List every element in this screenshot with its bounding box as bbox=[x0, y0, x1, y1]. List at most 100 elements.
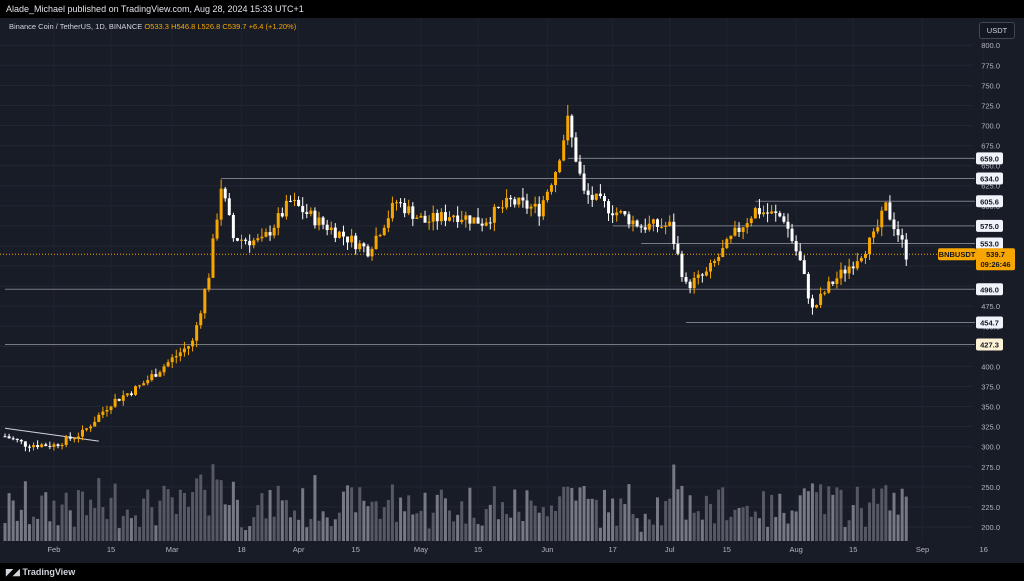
y-tick-label: 250.0 bbox=[981, 483, 1000, 492]
volume-bar bbox=[56, 525, 60, 541]
volume-bar bbox=[129, 518, 133, 541]
candle-body bbox=[835, 278, 839, 284]
level-badge bbox=[976, 338, 1003, 351]
level-badge bbox=[976, 195, 1003, 208]
volume-bar bbox=[419, 510, 423, 541]
volume-bar bbox=[27, 524, 31, 541]
candle-body bbox=[541, 200, 545, 217]
candle-body bbox=[501, 207, 505, 209]
candle-body bbox=[187, 346, 191, 349]
candle-body bbox=[802, 260, 806, 275]
candle-body bbox=[488, 222, 492, 224]
volume-bar bbox=[545, 516, 549, 541]
candle-body bbox=[154, 374, 158, 377]
y-tick-label: 275.0 bbox=[981, 463, 1000, 472]
volume-bar bbox=[607, 512, 611, 541]
volume-bar bbox=[150, 507, 154, 541]
candle-body bbox=[537, 203, 541, 217]
symbol-legend: Binance Coin / TetherUS, 1D, BINANCE O53… bbox=[9, 22, 296, 31]
candle-body bbox=[191, 340, 195, 347]
candle-body bbox=[729, 235, 733, 240]
y-tick-label: 325.0 bbox=[981, 423, 1000, 432]
volume-bar bbox=[386, 500, 390, 541]
volume-bar bbox=[725, 520, 729, 541]
volume-bar bbox=[872, 488, 876, 541]
volume-bar bbox=[643, 513, 647, 541]
volume-bar bbox=[256, 505, 260, 541]
volume-bar bbox=[305, 527, 309, 541]
volume-bar bbox=[346, 485, 350, 541]
volume-bar bbox=[435, 494, 439, 541]
volume-bar bbox=[142, 498, 146, 541]
candle-body bbox=[32, 445, 36, 448]
candle-body bbox=[256, 238, 260, 241]
volume-bar bbox=[297, 519, 301, 541]
volume-bar bbox=[892, 492, 896, 541]
volume-bar bbox=[839, 489, 843, 541]
candle-body bbox=[810, 298, 814, 308]
candle-body bbox=[631, 220, 635, 225]
volume-bar bbox=[815, 492, 819, 541]
candle-body bbox=[831, 281, 835, 284]
candle-body bbox=[892, 219, 896, 230]
price-chart[interactable]: 200.0 225.0 250.0 275.0 300.0 325.0 350.0 375.0… bbox=[0, 18, 1024, 563]
candle-body bbox=[85, 428, 89, 430]
level-badge bbox=[976, 283, 1003, 296]
volume-bar bbox=[505, 514, 509, 541]
volume-bar bbox=[806, 491, 810, 541]
candle-body bbox=[896, 229, 900, 236]
volume-bar bbox=[182, 493, 186, 541]
candle-body bbox=[815, 304, 819, 308]
volume-bar bbox=[341, 491, 345, 541]
volume-bar bbox=[770, 494, 774, 541]
candle-body bbox=[272, 227, 276, 236]
volume-bar bbox=[594, 499, 598, 541]
candle-body bbox=[737, 227, 741, 232]
volume-bar bbox=[823, 514, 827, 541]
candle-body bbox=[423, 215, 427, 223]
candle-body bbox=[492, 206, 496, 223]
candle-body bbox=[309, 210, 313, 214]
candle-body bbox=[733, 227, 737, 236]
volume-bar bbox=[570, 488, 574, 541]
volume-bar bbox=[207, 515, 211, 541]
low-value: L526.8 bbox=[197, 22, 221, 31]
candle-body bbox=[598, 193, 602, 196]
candle-body bbox=[643, 227, 647, 230]
volume-bar bbox=[680, 485, 684, 541]
volume-bar bbox=[859, 508, 863, 541]
level-badges: 659.0 634.0 605.6 575.0 553.0 496.0 454.7 427.3… bbox=[938, 152, 1015, 351]
volume-bar bbox=[166, 489, 170, 541]
volume-bar bbox=[288, 517, 292, 541]
volume-bar bbox=[337, 512, 341, 541]
volume-bar bbox=[733, 509, 737, 541]
candle-body bbox=[382, 227, 386, 236]
candle-body bbox=[566, 115, 570, 141]
candle-body bbox=[394, 202, 398, 204]
level-badge bbox=[976, 172, 1003, 185]
volume-bar bbox=[896, 514, 900, 541]
candle-body bbox=[790, 228, 794, 242]
volume-bar bbox=[794, 511, 798, 541]
candle-body bbox=[749, 218, 753, 224]
candle-body bbox=[517, 197, 521, 205]
candle-body bbox=[533, 203, 537, 207]
volume-bar bbox=[582, 486, 586, 541]
volume-bar bbox=[240, 527, 244, 541]
candle-body bbox=[276, 213, 280, 228]
volume-bar bbox=[138, 527, 142, 541]
tradingview-logo[interactable]: ◤◢ TradingView bbox=[6, 563, 75, 581]
candle-body bbox=[337, 231, 341, 238]
candle-body bbox=[574, 137, 578, 162]
candle-body bbox=[688, 281, 692, 289]
volume-bar bbox=[72, 526, 76, 541]
volume-bar bbox=[68, 510, 72, 541]
candle-body bbox=[7, 436, 11, 439]
x-tick-label: Aug bbox=[789, 545, 802, 554]
currency-button[interactable]: USDT bbox=[979, 22, 1015, 39]
candle-body bbox=[884, 202, 888, 211]
candle-body bbox=[660, 226, 664, 228]
y-tick-label: 225.0 bbox=[981, 503, 1000, 512]
volume-bar bbox=[415, 513, 419, 541]
candle-body bbox=[362, 243, 366, 247]
